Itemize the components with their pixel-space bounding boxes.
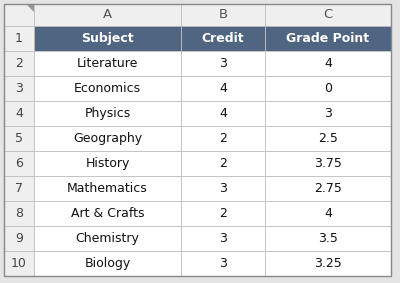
Bar: [4, 26, 34, 51]
Text: 3: 3: [324, 107, 332, 120]
Text: 3: 3: [219, 232, 227, 245]
Bar: [4, 226, 34, 251]
Bar: [34, 126, 181, 151]
Bar: [4, 201, 34, 226]
Text: 2: 2: [219, 157, 227, 170]
Text: 2: 2: [219, 132, 227, 145]
Bar: [265, 26, 391, 51]
Bar: [4, 76, 34, 101]
Bar: [265, 101, 391, 126]
Text: Credit: Credit: [202, 32, 244, 45]
Bar: [181, 251, 265, 276]
Bar: [34, 251, 181, 276]
Text: A: A: [103, 8, 112, 22]
Bar: [265, 126, 391, 151]
Text: 6: 6: [15, 157, 23, 170]
Bar: [181, 101, 265, 126]
Bar: [4, 126, 34, 151]
Text: 4: 4: [324, 57, 332, 70]
Polygon shape: [26, 4, 34, 12]
Bar: [34, 101, 181, 126]
Bar: [181, 76, 265, 101]
Text: 2.5: 2.5: [318, 132, 338, 145]
Bar: [265, 51, 391, 76]
Text: 2: 2: [15, 57, 23, 70]
Text: Grade Point: Grade Point: [286, 32, 370, 45]
Text: 3.5: 3.5: [318, 232, 338, 245]
Text: History: History: [85, 157, 130, 170]
Bar: [34, 176, 181, 201]
Text: Subject: Subject: [81, 32, 134, 45]
Text: 9: 9: [15, 232, 23, 245]
Text: Economics: Economics: [74, 82, 141, 95]
Bar: [4, 251, 34, 276]
Bar: [265, 251, 391, 276]
Text: 3: 3: [219, 257, 227, 270]
Bar: [181, 176, 265, 201]
Text: 8: 8: [15, 207, 23, 220]
Text: 4: 4: [219, 107, 227, 120]
Text: Literature: Literature: [77, 57, 138, 70]
Bar: [34, 151, 181, 176]
Bar: [34, 51, 181, 76]
Bar: [265, 4, 391, 26]
Text: 2: 2: [219, 207, 227, 220]
Text: Chemistry: Chemistry: [76, 232, 140, 245]
Text: 4: 4: [15, 107, 23, 120]
Bar: [181, 126, 265, 151]
Text: Mathematics: Mathematics: [67, 182, 148, 195]
Bar: [181, 151, 265, 176]
Text: 3: 3: [219, 57, 227, 70]
Text: Biology: Biology: [84, 257, 131, 270]
Bar: [181, 226, 265, 251]
Text: 3.25: 3.25: [314, 257, 342, 270]
Text: Physics: Physics: [84, 107, 131, 120]
Text: 7: 7: [15, 182, 23, 195]
Bar: [265, 201, 391, 226]
Bar: [181, 4, 265, 26]
Bar: [34, 76, 181, 101]
Text: 4: 4: [219, 82, 227, 95]
Text: B: B: [218, 8, 228, 22]
Text: Geography: Geography: [73, 132, 142, 145]
Text: 3.75: 3.75: [314, 157, 342, 170]
Text: 0: 0: [324, 82, 332, 95]
Bar: [4, 176, 34, 201]
Bar: [265, 176, 391, 201]
Text: 2.75: 2.75: [314, 182, 342, 195]
Bar: [265, 151, 391, 176]
Bar: [265, 76, 391, 101]
Bar: [34, 226, 181, 251]
Bar: [4, 101, 34, 126]
Bar: [4, 51, 34, 76]
Text: 3: 3: [219, 182, 227, 195]
Bar: [265, 226, 391, 251]
Bar: [34, 4, 181, 26]
Bar: [4, 4, 34, 26]
Text: 1: 1: [15, 32, 23, 45]
Bar: [4, 151, 34, 176]
Text: Art & Crafts: Art & Crafts: [71, 207, 144, 220]
Bar: [34, 26, 181, 51]
Text: 5: 5: [15, 132, 23, 145]
Text: 10: 10: [11, 257, 27, 270]
Bar: [181, 51, 265, 76]
Bar: [34, 201, 181, 226]
Text: C: C: [323, 8, 333, 22]
Bar: [181, 26, 265, 51]
Bar: [181, 201, 265, 226]
Text: 4: 4: [324, 207, 332, 220]
Text: 3: 3: [15, 82, 23, 95]
